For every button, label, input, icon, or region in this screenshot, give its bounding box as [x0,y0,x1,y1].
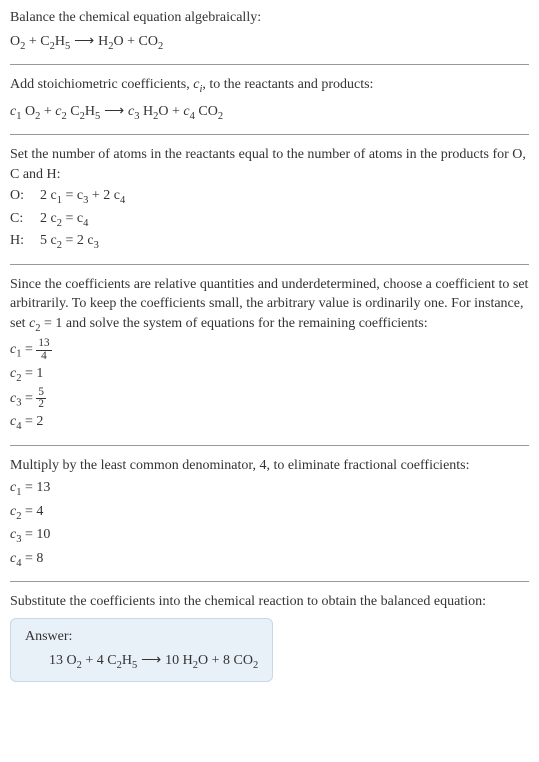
arrow: ⟶ [137,651,165,667]
atom-label: O: [10,186,30,208]
arrow: ⟶ [70,32,98,48]
eq-part: 13 O [49,653,77,668]
text-part: Add stoichiometric coefficients, [10,77,193,92]
atom-row-c: C: 2 c2 = c4 [10,209,529,231]
coeff-value: c4 = 8 [10,548,529,572]
eq-sub: 2 [158,40,163,51]
section-solve: Since the coefficients are relative quan… [10,275,529,435]
section-atom-equations: Set the number of atoms in the reactants… [10,145,529,254]
atom-label: C: [10,209,30,231]
coeff-value: c1 = 13 [10,477,529,501]
eq-part: O + [158,104,183,119]
text-line: Set the number of atoms in the reactants… [10,145,529,184]
var-sub: 1 [16,349,21,360]
eq-sub: 2 [253,660,258,671]
frac-den: 4 [36,351,51,362]
answer-title: Answer: [25,629,258,645]
eq-part: + 2 c [88,188,120,203]
coeff-value: c3 = 52 [10,387,529,411]
eq-part: 10 H [165,653,193,668]
divider [10,264,529,265]
eq-part: + [40,104,55,119]
text-line: Multiply by the least common denominator… [10,456,529,476]
eq-part: H [55,34,65,49]
eq-part: O + CO [113,34,157,49]
coeff-value: c2 = 1 [10,363,529,387]
fraction: 134 [36,338,51,361]
text-line: Substitute the coefficients into the che… [10,592,529,612]
eq-part: H [122,653,132,668]
val: = 13 [21,480,50,495]
text-line: Add stoichiometric coefficients, ci, to … [10,75,529,97]
atom-row-o: O: 2 c1 = c3 + 2 c4 [10,186,529,208]
divider [10,134,529,135]
eq-part: O [21,104,35,119]
atom-label: H: [10,231,30,253]
text-part: = 1 and solve the system of equations fo… [41,316,428,331]
answer-box: Answer: 13 O2 + 4 C2H5 ⟶ 10 H2O + 8 CO2 [10,618,273,682]
eq-part: H [140,104,154,119]
val: = 2 [21,414,43,429]
equation-initial: O2 + C2H5 ⟶ H2O + CO2 [10,30,529,55]
equation-with-coeffs: c1 O2 + c2 C2H5 ⟶ c3 H2O + c4 CO2 [10,100,529,125]
eq-part: H [98,34,108,49]
text-line: Since the coefficients are relative quan… [10,275,529,337]
text-part: , to the reactants and products: [202,77,373,92]
arrow: ⟶ [100,102,128,118]
atom-row-h: H: 5 c2 = 2 c3 [10,231,529,253]
divider [10,581,529,582]
eq-part: = c [62,211,83,226]
coeff-value: c2 = 4 [10,501,529,525]
atom-eq: 2 c2 = c4 [40,209,88,231]
section-multiply: Multiply by the least common denominator… [10,456,529,572]
atom-eq: 5 c2 = 2 c3 [40,231,99,253]
frac-num: 13 [36,338,51,350]
answer-equation: 13 O2 + 4 C2H5 ⟶ 10 H2O + 8 CO2 [25,651,258,671]
text-line: Balance the chemical equation algebraica… [10,8,529,28]
eq-part: H [85,104,95,119]
val: = 1 [21,366,43,381]
val: = 10 [21,527,50,542]
eq-part: = 2 c [62,233,94,248]
eq-part: = c [62,188,83,203]
eq-part: O [10,34,20,49]
eq-sub: 4 [120,195,125,206]
var-sub: 3 [16,397,21,408]
eq-sub: 3 [94,240,99,251]
section-balance: Balance the chemical equation algebraica… [10,8,529,54]
eq-sub: 4 [83,218,88,229]
eq-part: + 4 C [82,653,117,668]
divider [10,64,529,65]
divider [10,445,529,446]
val: = 4 [21,504,43,519]
eq-part: + C [25,34,49,49]
eq-part: 2 c [40,188,57,203]
atom-eq: 2 c1 = c3 + 2 c4 [40,186,125,208]
atom-equation-table: O: 2 c1 = c3 + 2 c4 C: 2 c2 = c4 H: 5 c2… [10,186,529,253]
eq-part: 2 c [40,211,57,226]
coeff-value: c1 = 134 [10,338,529,362]
section-coefficients: Add stoichiometric coefficients, ci, to … [10,75,529,124]
frac-num: 5 [36,387,46,399]
eq-part: O + 8 CO [198,653,253,668]
coeff-value: c3 = 10 [10,524,529,548]
coeff-value: c4 = 2 [10,411,529,435]
eq-part: CO [195,104,218,119]
eq-part: C [67,104,80,119]
eq-sub: 2 [218,110,223,121]
section-substitute: Substitute the coefficients into the che… [10,592,529,681]
val: = 8 [21,551,43,566]
fraction: 52 [36,387,46,410]
frac-den: 2 [36,399,46,410]
eq-part: 5 c [40,233,57,248]
